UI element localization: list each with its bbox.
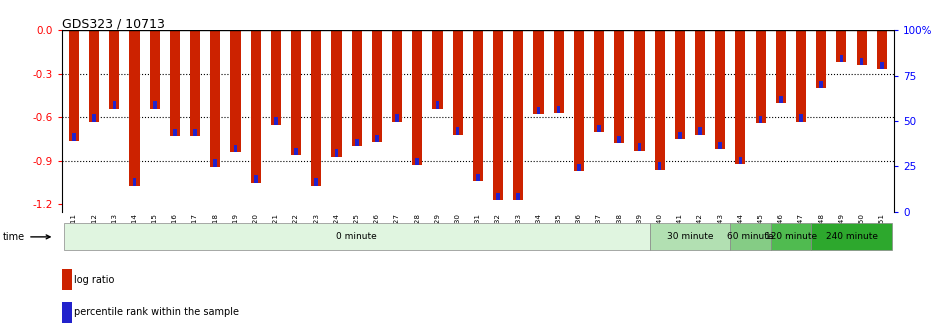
Bar	[816, 30, 826, 88]
Bar	[335, 149, 339, 157]
Bar	[311, 30, 321, 185]
Bar	[234, 145, 238, 152]
Bar	[153, 101, 157, 109]
Bar	[433, 30, 442, 109]
Bar	[534, 30, 544, 115]
Bar	[597, 125, 601, 132]
Bar	[170, 30, 180, 136]
Bar	[396, 115, 398, 122]
Bar	[254, 175, 258, 183]
Bar	[213, 159, 217, 167]
Bar	[332, 30, 341, 157]
Bar	[436, 101, 439, 109]
Bar	[412, 30, 422, 165]
Bar	[190, 30, 200, 136]
Bar	[557, 106, 560, 113]
Text: time: time	[3, 232, 50, 242]
Text: 0 minute: 0 minute	[337, 233, 377, 241]
Bar	[274, 117, 278, 125]
FancyBboxPatch shape	[64, 223, 650, 251]
Text: 60 minute: 60 minute	[728, 233, 774, 241]
Bar	[799, 115, 803, 122]
Bar	[715, 30, 726, 149]
Bar	[594, 30, 604, 132]
Bar	[355, 139, 359, 146]
Text: GDS323 / 10713: GDS323 / 10713	[62, 17, 165, 30]
Bar	[634, 30, 645, 151]
Text: log ratio: log ratio	[74, 275, 115, 285]
Bar	[109, 30, 120, 109]
Text: percentile rank within the sample: percentile rank within the sample	[74, 307, 240, 317]
Bar	[614, 30, 624, 143]
Bar	[473, 30, 483, 181]
Bar	[496, 193, 500, 200]
Bar	[149, 30, 160, 109]
Bar	[133, 178, 136, 185]
Bar	[820, 81, 823, 88]
Bar	[695, 30, 705, 135]
Bar	[375, 135, 378, 142]
Text: 120 minute: 120 minute	[765, 233, 817, 241]
Bar	[880, 62, 883, 70]
Bar	[193, 129, 197, 136]
Bar	[637, 143, 641, 151]
Bar	[857, 30, 866, 65]
Bar	[129, 30, 140, 185]
Bar	[759, 116, 763, 123]
Text: 240 minute: 240 minute	[825, 233, 878, 241]
Bar	[739, 157, 743, 164]
Bar	[230, 30, 241, 152]
Bar	[840, 55, 844, 62]
Bar	[514, 30, 523, 200]
Bar	[654, 30, 665, 170]
Bar	[516, 193, 520, 200]
Bar	[62, 269, 72, 290]
Bar	[836, 30, 846, 62]
Bar	[112, 101, 116, 109]
Bar	[536, 107, 540, 115]
Bar	[573, 30, 584, 171]
Bar	[392, 30, 402, 122]
Bar	[271, 30, 281, 125]
Bar	[291, 30, 301, 155]
Bar	[779, 95, 783, 103]
Bar	[860, 58, 864, 65]
FancyBboxPatch shape	[650, 223, 730, 251]
Bar	[735, 30, 746, 164]
Bar	[62, 302, 72, 323]
Bar	[173, 129, 177, 136]
Bar	[89, 30, 99, 122]
Bar	[315, 178, 319, 185]
Bar	[251, 30, 261, 183]
Bar	[92, 115, 96, 122]
Bar	[678, 132, 682, 139]
Bar	[294, 148, 298, 155]
Bar	[476, 174, 479, 181]
FancyBboxPatch shape	[811, 223, 892, 251]
Bar	[68, 30, 79, 140]
Bar	[718, 142, 722, 149]
Bar	[416, 158, 419, 165]
Text: 30 minute: 30 minute	[667, 233, 713, 241]
Bar	[577, 164, 581, 171]
Bar	[72, 133, 76, 140]
Bar	[698, 127, 702, 135]
Bar	[210, 30, 221, 167]
Bar	[617, 136, 621, 143]
Bar	[877, 30, 887, 70]
Bar	[756, 30, 766, 123]
Bar	[658, 162, 662, 170]
Bar	[453, 30, 463, 135]
Bar	[776, 30, 786, 103]
Bar	[796, 30, 806, 122]
Bar	[352, 30, 361, 146]
FancyBboxPatch shape	[730, 223, 770, 251]
Bar	[456, 127, 459, 135]
Bar	[675, 30, 685, 139]
Bar	[493, 30, 503, 200]
Bar	[553, 30, 564, 113]
Bar	[372, 30, 382, 142]
FancyBboxPatch shape	[770, 223, 811, 251]
